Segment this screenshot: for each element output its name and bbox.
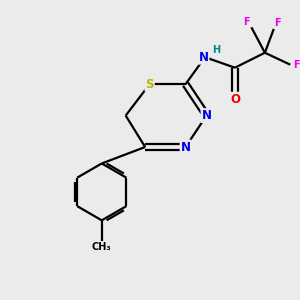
Text: F: F bbox=[243, 17, 249, 27]
Text: S: S bbox=[146, 78, 154, 91]
Text: N: N bbox=[181, 140, 190, 154]
Text: F: F bbox=[274, 18, 281, 28]
Text: O: O bbox=[230, 93, 240, 106]
Text: F: F bbox=[294, 60, 300, 70]
Text: H: H bbox=[212, 45, 220, 55]
Text: CH₃: CH₃ bbox=[92, 242, 112, 252]
Text: N: N bbox=[199, 51, 208, 64]
Text: N: N bbox=[202, 109, 212, 122]
